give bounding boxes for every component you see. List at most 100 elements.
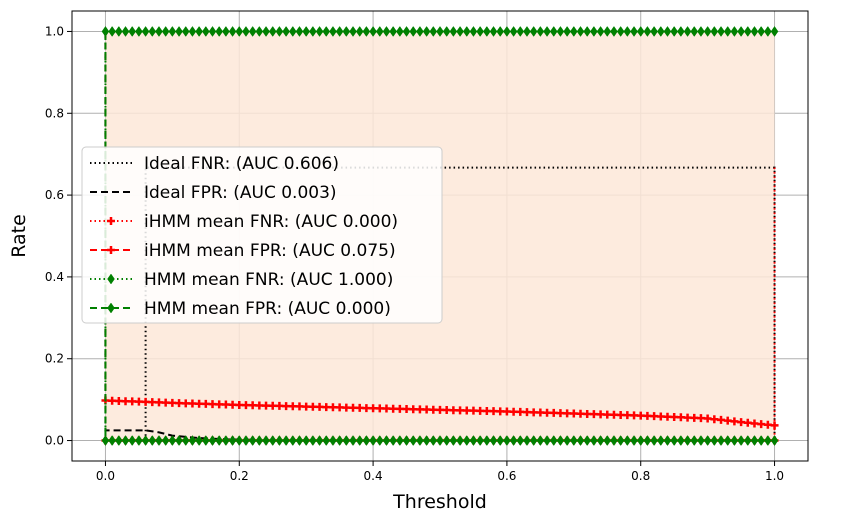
series-marker bbox=[570, 26, 578, 37]
x-tick-label: 0.2 bbox=[230, 469, 249, 483]
series-marker bbox=[208, 400, 217, 409]
series-marker bbox=[322, 435, 331, 446]
series-marker bbox=[757, 420, 766, 429]
plot-frame bbox=[71, 10, 809, 462]
y-tick-label: 0.0 bbox=[45, 434, 64, 448]
series-marker bbox=[395, 404, 404, 413]
series-marker bbox=[516, 26, 525, 37]
series-marker bbox=[636, 411, 645, 420]
series-marker bbox=[288, 402, 297, 411]
series-marker bbox=[576, 435, 585, 446]
series-marker bbox=[202, 26, 210, 37]
series-marker bbox=[228, 435, 237, 446]
series-marker bbox=[743, 26, 752, 37]
series-marker bbox=[302, 26, 310, 37]
series-marker bbox=[235, 400, 244, 409]
series-marker bbox=[536, 408, 545, 417]
series-marker bbox=[516, 407, 525, 416]
series-marker bbox=[656, 26, 665, 37]
series-marker bbox=[235, 435, 244, 446]
series-marker bbox=[241, 401, 250, 410]
series-marker bbox=[302, 435, 310, 446]
series-marker bbox=[616, 410, 625, 419]
series-marker bbox=[255, 401, 264, 410]
series-marker bbox=[369, 26, 377, 37]
series-marker bbox=[449, 406, 458, 415]
series-marker bbox=[770, 26, 779, 37]
series-marker bbox=[723, 416, 732, 425]
series-marker bbox=[476, 406, 485, 415]
series-marker bbox=[329, 26, 337, 37]
series-marker bbox=[161, 435, 170, 446]
series-marker bbox=[302, 402, 311, 411]
series-marker bbox=[603, 26, 612, 37]
series-marker bbox=[496, 407, 505, 416]
series-marker bbox=[717, 415, 726, 424]
series-marker bbox=[429, 405, 438, 414]
series-marker bbox=[529, 435, 538, 446]
series-marker bbox=[469, 435, 478, 446]
series-marker bbox=[242, 435, 250, 446]
series-marker bbox=[135, 435, 143, 446]
series-marker bbox=[697, 435, 705, 446]
series-marker bbox=[743, 418, 752, 427]
series-marker bbox=[643, 26, 652, 37]
series-marker bbox=[549, 26, 558, 37]
series-marker bbox=[730, 26, 739, 37]
series-marker bbox=[683, 435, 692, 446]
series-marker bbox=[737, 435, 745, 446]
series-marker bbox=[215, 435, 224, 446]
series-marker bbox=[108, 396, 117, 405]
series-marker bbox=[396, 435, 404, 446]
series-marker bbox=[583, 409, 592, 418]
series-marker bbox=[449, 435, 458, 446]
y-axis-label: Rate bbox=[8, 214, 30, 258]
series-marker bbox=[610, 435, 618, 446]
x-tick-label: 0.8 bbox=[631, 469, 650, 483]
series-marker bbox=[309, 26, 317, 37]
series-marker bbox=[295, 435, 304, 446]
series-marker bbox=[121, 26, 130, 37]
series-marker bbox=[596, 26, 605, 37]
y-tick-label: 1.0 bbox=[45, 24, 64, 38]
series-marker bbox=[663, 26, 672, 37]
series-marker bbox=[750, 435, 759, 446]
series-marker bbox=[128, 397, 137, 406]
series-marker bbox=[181, 26, 190, 37]
series-marker bbox=[349, 435, 357, 446]
series-marker bbox=[155, 435, 163, 446]
series-marker bbox=[677, 435, 685, 446]
series-marker bbox=[175, 399, 184, 408]
series-marker bbox=[710, 415, 719, 424]
series-marker bbox=[543, 408, 552, 417]
series-marker bbox=[181, 399, 190, 408]
series-marker bbox=[382, 404, 391, 413]
series-marker bbox=[242, 26, 250, 37]
series-3 bbox=[101, 31, 779, 430]
series-marker bbox=[436, 405, 444, 414]
series-marker bbox=[335, 26, 344, 37]
series-marker bbox=[697, 26, 705, 37]
series-marker bbox=[750, 26, 759, 37]
series-marker bbox=[730, 435, 739, 446]
series-marker bbox=[683, 413, 692, 422]
series-marker bbox=[275, 401, 284, 410]
series-marker bbox=[549, 435, 558, 446]
series-marker bbox=[389, 435, 397, 446]
series-marker bbox=[355, 26, 364, 37]
series-marker bbox=[128, 435, 137, 446]
series-marker bbox=[335, 435, 344, 446]
series-marker bbox=[248, 401, 257, 410]
legend-marker bbox=[107, 217, 115, 225]
series-marker bbox=[670, 435, 678, 446]
series-marker bbox=[663, 435, 672, 446]
series-marker bbox=[536, 435, 545, 446]
series-marker bbox=[389, 26, 397, 37]
series-marker bbox=[202, 435, 210, 446]
series-marker bbox=[262, 435, 270, 446]
series-marker bbox=[616, 26, 625, 37]
series-marker bbox=[643, 435, 652, 446]
series-marker bbox=[248, 26, 257, 37]
series-marker bbox=[429, 26, 438, 37]
series-marker bbox=[295, 402, 304, 411]
